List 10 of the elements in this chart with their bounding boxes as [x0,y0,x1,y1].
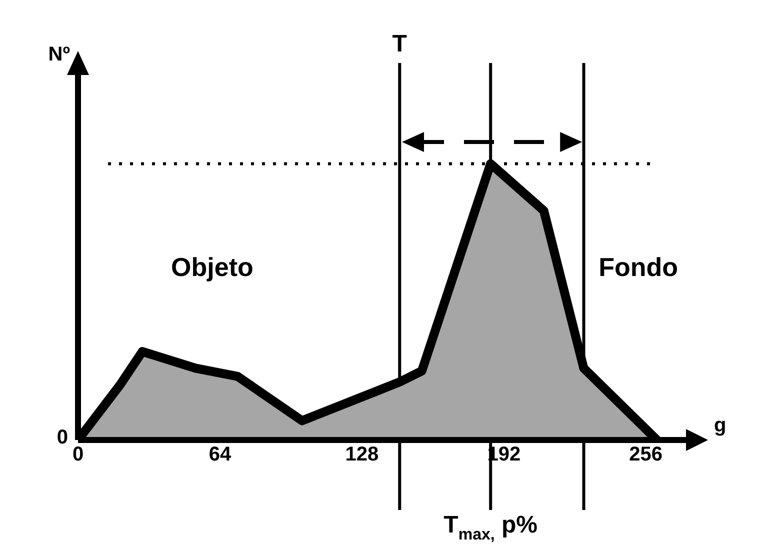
x-tick-label: 0 [72,444,84,466]
text: 0 [56,426,68,449]
x-axis-title: g [714,414,726,437]
annotation: Objeto [171,252,254,282]
x-tick-label: 64 [208,444,232,466]
annotation: Fondo [598,252,678,282]
x-tick-label: 256 [629,444,663,466]
x-tick-label: 128 [345,444,379,466]
y-axis-title: Nº [48,44,70,66]
ref-line-label: T [392,30,408,58]
